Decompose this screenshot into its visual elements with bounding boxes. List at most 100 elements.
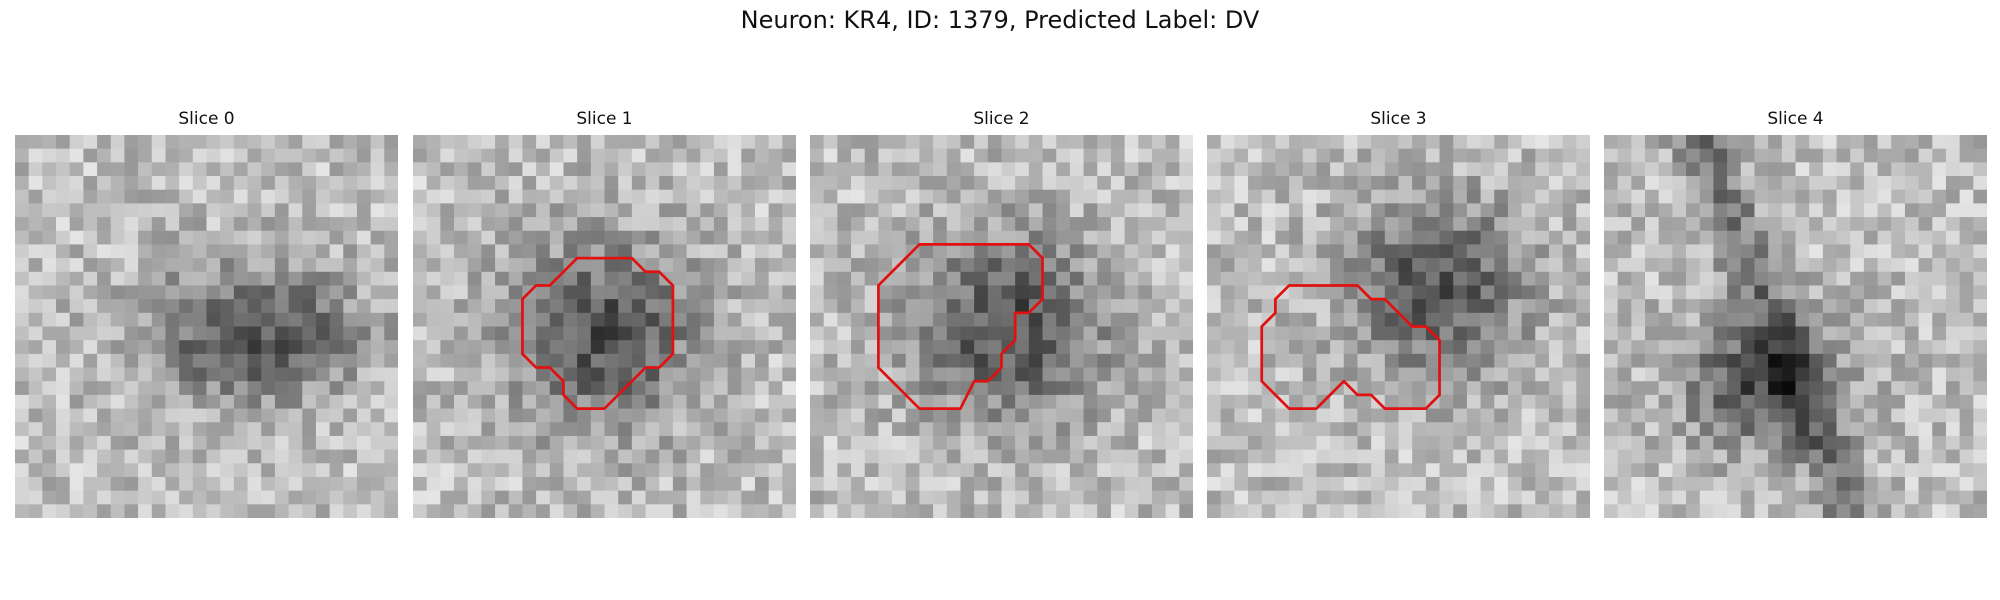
- pixel: [1207, 135, 1221, 149]
- pixel: [1166, 504, 1180, 518]
- pixel: [618, 477, 632, 491]
- pixel: [782, 477, 796, 491]
- pixel: [179, 340, 193, 354]
- pixel: [1412, 135, 1426, 149]
- pixel: [1056, 477, 1070, 491]
- pixel: [1727, 299, 1741, 313]
- pixel: [919, 190, 933, 204]
- pixel: [330, 299, 344, 313]
- pixel: [522, 491, 536, 505]
- pixel: [1166, 313, 1180, 327]
- pixel: [659, 422, 673, 436]
- pixel: [851, 504, 865, 518]
- pixel: [646, 149, 660, 163]
- pixel: [646, 217, 660, 231]
- pixel: [1850, 258, 1864, 272]
- pixel: [673, 203, 687, 217]
- pixel: [577, 285, 591, 299]
- pixel: [1399, 162, 1413, 176]
- pixel: [1248, 477, 1262, 491]
- pixel: [302, 409, 316, 423]
- pixel: [15, 395, 29, 409]
- pixel: [1399, 285, 1413, 299]
- pixel: [343, 327, 357, 341]
- pixel: [824, 285, 838, 299]
- pixel: [1426, 354, 1440, 368]
- pixel: [179, 436, 193, 450]
- pixel: [1440, 327, 1454, 341]
- pixel: [384, 450, 398, 464]
- pixel: [1809, 217, 1823, 231]
- pixel: [111, 463, 125, 477]
- pixel: [1891, 327, 1905, 341]
- pixel: [728, 272, 742, 286]
- pixel: [495, 368, 509, 382]
- pixel: [1166, 340, 1180, 354]
- pixel: [1686, 190, 1700, 204]
- pixel: [605, 149, 619, 163]
- pixel: [29, 285, 43, 299]
- slice-panel-0: Slice 0: [15, 108, 398, 518]
- pixel: [1385, 258, 1399, 272]
- pixel: [1316, 327, 1330, 341]
- pixel: [207, 176, 221, 190]
- pixel: [1604, 504, 1618, 518]
- pixel: [1686, 368, 1700, 382]
- pixel: [933, 504, 947, 518]
- pixel: [29, 477, 43, 491]
- pixel: [1960, 313, 1974, 327]
- pixel: [1385, 368, 1399, 382]
- pixel: [413, 436, 427, 450]
- pixel: [413, 381, 427, 395]
- pixel: [509, 176, 523, 190]
- pixel: [618, 272, 632, 286]
- pixel: [1686, 313, 1700, 327]
- pixel: [29, 258, 43, 272]
- pixel: [343, 217, 357, 231]
- pixel: [275, 272, 289, 286]
- pixel: [1481, 162, 1495, 176]
- pixel: [440, 340, 454, 354]
- pixel: [220, 477, 234, 491]
- pixel: [1522, 135, 1536, 149]
- pixel: [234, 258, 248, 272]
- pixel: [234, 149, 248, 163]
- pixel: [1084, 190, 1098, 204]
- pixel: [769, 381, 783, 395]
- pixel: [741, 313, 755, 327]
- pixel: [659, 436, 673, 450]
- pixel: [454, 354, 468, 368]
- pixel: [1522, 381, 1536, 395]
- pixel: [1234, 217, 1248, 231]
- pixel: [1686, 135, 1700, 149]
- pixel: [330, 395, 344, 409]
- pixel: [1138, 477, 1152, 491]
- pixel: [974, 203, 988, 217]
- pixel: [1508, 436, 1522, 450]
- pixel: [1604, 395, 1618, 409]
- pixel: [1604, 285, 1618, 299]
- pixel: [1645, 285, 1659, 299]
- pixel: [1289, 422, 1303, 436]
- pixel: [892, 231, 906, 245]
- pixel: [70, 477, 84, 491]
- pixel: [42, 299, 56, 313]
- pixel: [837, 504, 851, 518]
- pixel: [741, 135, 755, 149]
- pixel: [1782, 450, 1796, 464]
- pixel: [947, 504, 961, 518]
- pixel: [454, 409, 468, 423]
- pixel: [316, 504, 330, 518]
- pixel: [1002, 190, 1016, 204]
- pixel: [1932, 354, 1946, 368]
- pixel: [1234, 436, 1248, 450]
- pixel: [1645, 327, 1659, 341]
- pixel: [1166, 491, 1180, 505]
- pixel: [714, 176, 728, 190]
- pixel: [207, 491, 221, 505]
- pixel: [1796, 272, 1810, 286]
- pixel: [1275, 244, 1289, 258]
- pixel: [933, 203, 947, 217]
- pixel: [1563, 381, 1577, 395]
- pixel: [15, 368, 29, 382]
